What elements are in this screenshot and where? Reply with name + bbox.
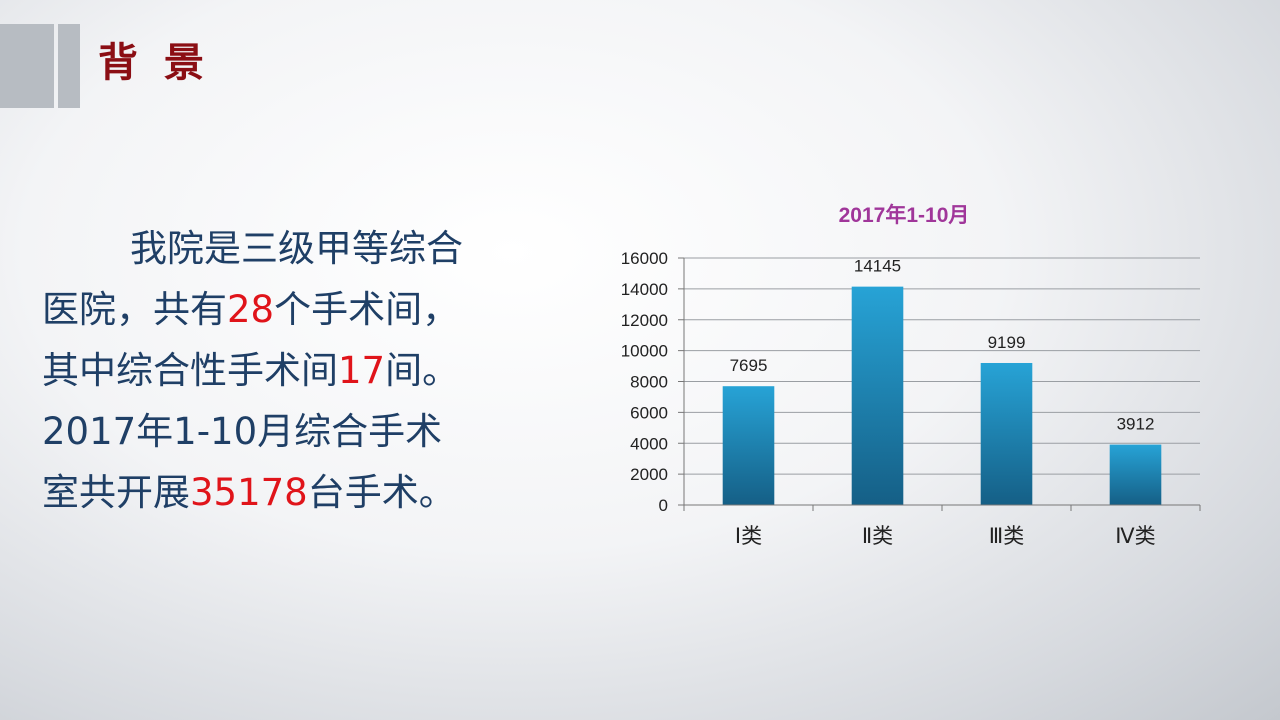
y-axis-ticks: 0 2000 4000 6000 8000 10000 12000 14000 16000 [621,249,684,515]
body-line-5: 室共开展35178台手术。 [42,462,542,523]
x-tick-label: Ⅲ类 [989,525,1024,548]
body-text-segment: 间。 [385,349,460,392]
bar [851,286,904,505]
bar [980,362,1033,505]
body-text-segment: 台手术。 [307,471,456,514]
body-text-segment: 我院是三级甲等综合 [130,227,463,270]
chart-axes [683,258,1200,506]
decorative-bar-left [0,24,54,108]
bar [1109,444,1162,505]
body-text-segment: 室共开展 [42,471,190,514]
x-tick-label: Ⅰ类 [735,525,762,548]
y-tick-label: 8000 [630,373,668,392]
y-tick-label: 0 [659,496,668,515]
y-tick-label: 14000 [621,280,668,299]
body-text-segment: 2017年1-10月综合手术 [42,410,443,453]
y-tick-label: 4000 [630,434,668,453]
operating-room-count: 28 [227,288,275,331]
data-label: 7695 [730,356,768,375]
y-tick-label: 10000 [621,342,668,361]
data-labels: 7695 14145 9199 3912 [730,257,1155,434]
body-text-segment: 其中综合性手术间 [42,349,338,392]
y-tick-label: 12000 [621,311,668,330]
y-tick-label: 2000 [630,465,668,484]
body-line-1: 我院是三级甲等综合 [42,218,542,279]
decorative-bar-right [58,24,80,108]
x-axis-ticks: Ⅰ类 Ⅱ类 Ⅲ类 Ⅳ类 [683,505,1201,548]
x-tick-label: Ⅱ类 [862,525,893,548]
y-tick-label: 6000 [630,403,668,422]
data-label: 9199 [988,333,1026,352]
chart-title: 2017年1-10月 [839,203,970,227]
data-label: 14145 [854,257,901,276]
body-text-segment: 医院，共有 [42,288,227,331]
body-paragraph: 我院是三级甲等综合 医院，共有28个手术间， 其中综合性手术间17间。 2017… [42,218,542,523]
body-line-4: 2017年1-10月综合手术 [42,401,542,462]
y-tick-label: 16000 [621,249,668,268]
surgery-count: 35178 [190,471,308,514]
bar-chart: 2017年1-10月 0 2000 4000 6000 8000 10000 12000 14… [621,203,1201,548]
bar [722,386,775,505]
body-line-2: 医院，共有28个手术间， [42,279,542,340]
data-label: 3912 [1117,415,1155,434]
bars [722,286,1162,505]
general-room-count: 17 [338,349,386,392]
slide-title: 背 景 [98,40,210,86]
body-line-3: 其中综合性手术间17间。 [42,340,542,401]
x-tick-label: Ⅳ类 [1115,525,1155,548]
body-text-segment: 个手术间， [274,288,460,331]
